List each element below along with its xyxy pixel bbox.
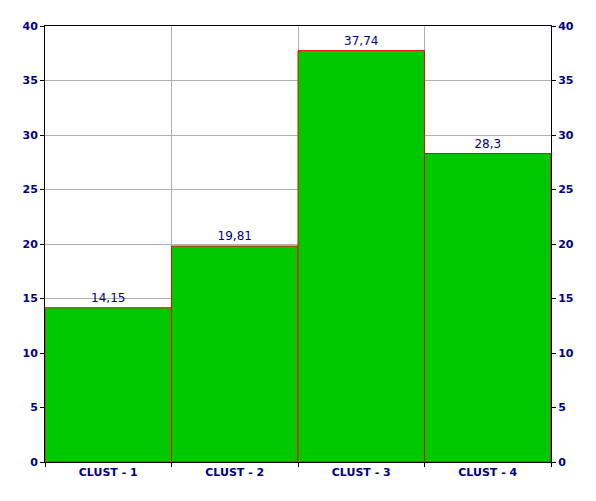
svg-text:0: 0 — [30, 456, 38, 469]
svg-text:14,15: 14,15 — [91, 291, 125, 305]
svg-text:40: 40 — [558, 20, 574, 33]
svg-text:10: 10 — [22, 347, 38, 360]
svg-text:20: 20 — [22, 238, 38, 251]
svg-text:25: 25 — [558, 183, 573, 196]
svg-text:10: 10 — [558, 347, 574, 360]
svg-text:19,81: 19,81 — [218, 229, 252, 243]
svg-text:30: 30 — [22, 129, 38, 142]
svg-text:CLUST - 4: CLUST - 4 — [458, 466, 517, 479]
svg-text:30: 30 — [558, 129, 574, 142]
svg-text:0: 0 — [558, 456, 566, 469]
svg-text:CLUST - 2: CLUST - 2 — [205, 466, 264, 479]
svg-text:25: 25 — [22, 183, 37, 196]
svg-text:37,74: 37,74 — [344, 34, 378, 48]
svg-text:CLUST - 1: CLUST - 1 — [79, 466, 138, 479]
svg-text:20: 20 — [558, 238, 574, 251]
svg-text:5: 5 — [30, 401, 38, 414]
svg-text:15: 15 — [558, 292, 573, 305]
svg-text:5: 5 — [558, 401, 566, 414]
svg-text:35: 35 — [558, 74, 573, 87]
svg-text:15: 15 — [22, 292, 37, 305]
svg-text:28,3: 28,3 — [474, 137, 501, 151]
svg-text:35: 35 — [22, 74, 37, 87]
svg-text:CLUST - 3: CLUST - 3 — [332, 466, 391, 479]
svg-text:40: 40 — [22, 20, 38, 33]
